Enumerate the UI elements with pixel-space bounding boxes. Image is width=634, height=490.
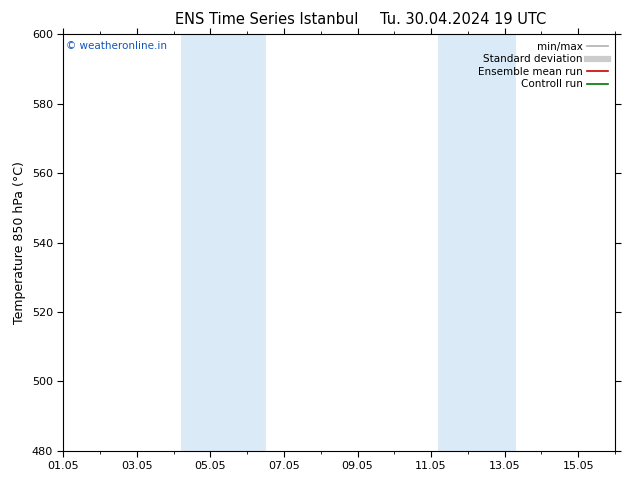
Y-axis label: Temperature 850 hPa (°C): Temperature 850 hPa (°C) [13,161,26,324]
Text: ENS Time Series Istanbul: ENS Time Series Istanbul [174,12,358,27]
Text: © weatheronline.in: © weatheronline.in [66,41,167,50]
Text: Tu. 30.04.2024 19 UTC: Tu. 30.04.2024 19 UTC [380,12,546,27]
Bar [439,34,515,451]
Legend: min/max, Standard deviation, Ensemble mean run, Controll run: min/max, Standard deviation, Ensemble me… [474,37,612,94]
Bar [181,34,266,451]
